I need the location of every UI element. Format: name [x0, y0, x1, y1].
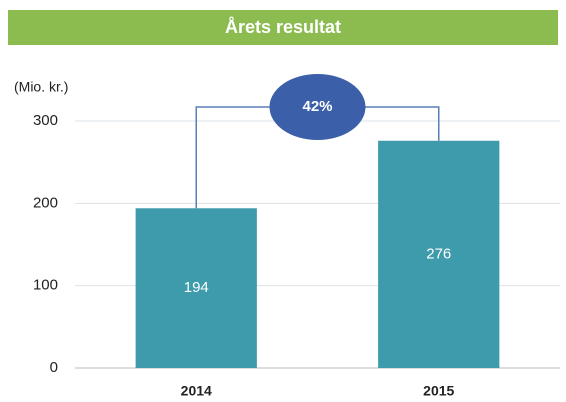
annotation: 42%: [302, 98, 332, 115]
y-tick-label: 0: [50, 359, 58, 376]
data-label: 276: [426, 245, 451, 262]
annotation-bubble: [269, 74, 366, 140]
data-label: 194: [184, 279, 209, 296]
x-tick-label: 2015: [423, 383, 454, 399]
bar: [378, 140, 500, 368]
y-axis-label: (Mio. kr.): [14, 79, 68, 95]
y-tick-label: 100: [33, 277, 58, 294]
x-tick-label: 2014: [181, 383, 212, 399]
title-banner: [8, 10, 558, 45]
chart-title: Årets resultat: [225, 17, 341, 37]
bar: [135, 208, 257, 368]
y-tick-label: 200: [33, 194, 58, 211]
y-tick-label: 300: [33, 112, 58, 129]
